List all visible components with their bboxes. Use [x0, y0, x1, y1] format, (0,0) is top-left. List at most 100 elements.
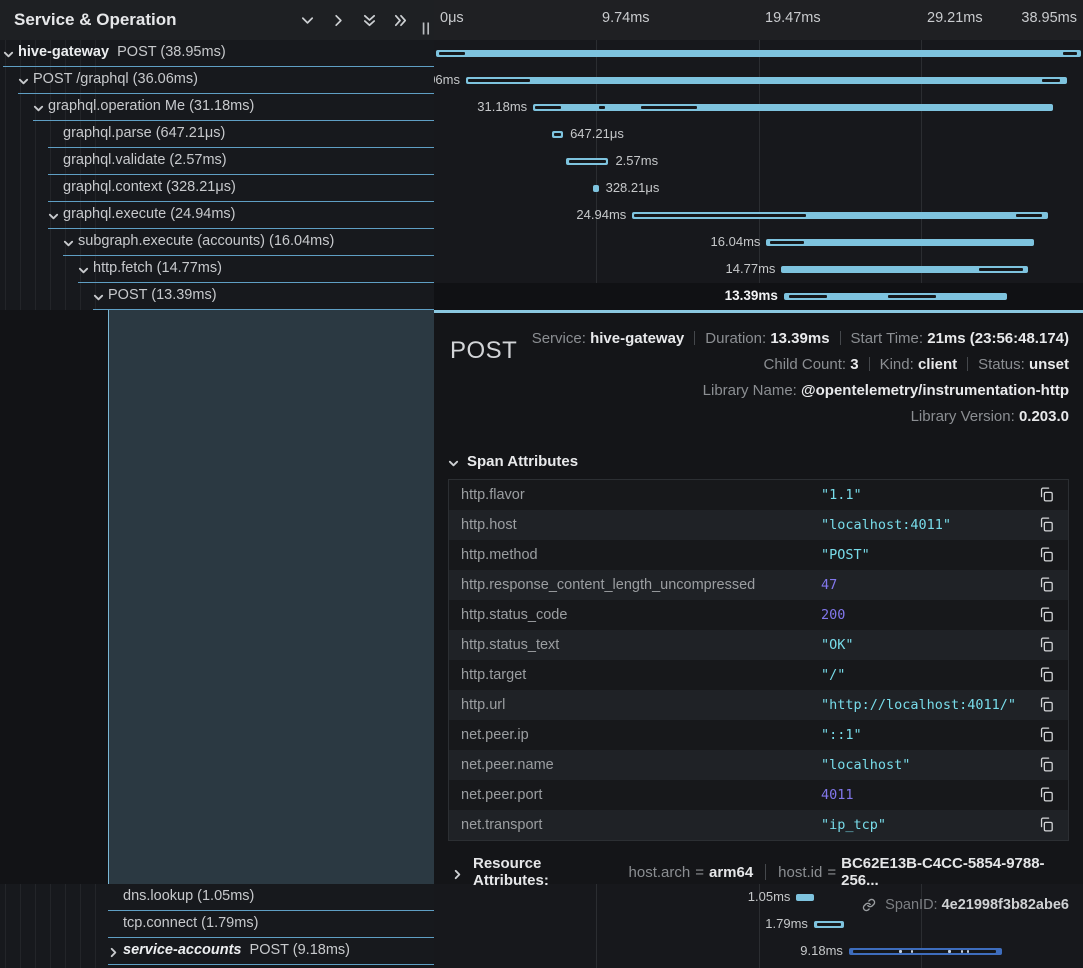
chevron-right-icon[interactable] — [108, 945, 120, 958]
trace-row-graphql.execute[interactable]: graphql.execute (24.94ms) — [0, 202, 434, 229]
trace-row-graphql.parse[interactable]: graphql.parse (647.21μs) — [0, 121, 434, 148]
child-span-marker — [887, 295, 936, 298]
attribute-row: net.peer.ip "::1" — [449, 720, 1068, 750]
span-bar[interactable] — [766, 239, 1034, 246]
span-name: graphql.parse (647.21μs) — [63, 125, 226, 141]
span-bar[interactable] — [781, 266, 1028, 273]
attribute-row: http.method "POST" — [449, 540, 1068, 570]
copy-icon[interactable] — [1038, 576, 1056, 594]
span-bar[interactable] — [593, 185, 599, 192]
ruler-tick: 38.95ms — [1021, 10, 1077, 26]
trace-row-service-accounts-POST[interactable]: service-accounts POST (9.18ms) — [0, 938, 434, 965]
row-separator — [63, 255, 434, 256]
detail-meta-label: Kind: — [879, 356, 918, 373]
trace-row-graphql.operation[interactable]: graphql.operation Me (31.18ms) — [0, 94, 434, 121]
span-bar[interactable] — [796, 894, 814, 901]
span-bar[interactable] — [813, 921, 844, 928]
chevron-down-icon[interactable] — [18, 74, 30, 86]
copy-icon[interactable] — [1038, 606, 1056, 624]
attribute-value: 200 — [821, 607, 846, 623]
copy-icon[interactable] — [1038, 636, 1056, 654]
trace-row-graphql.context[interactable]: graphql.context (328.21μs) — [0, 175, 434, 202]
child-span-marker — [467, 79, 530, 82]
attribute-value: "http://localhost:4011/" — [821, 697, 1017, 713]
row-separator — [18, 93, 434, 94]
row-separator — [48, 174, 434, 175]
double-chevron-right-icon[interactable] — [392, 12, 408, 28]
span-bar-row: 24.94ms — [434, 202, 1083, 229]
chevron-down-icon[interactable] — [3, 47, 15, 59]
trace-row-tcp.connect[interactable]: tcp.connect (1.79ms) — [0, 911, 434, 938]
detail-meta-value: client — [917, 356, 958, 373]
link-icon[interactable] — [862, 898, 876, 916]
attribute-value: 4011 — [821, 787, 854, 803]
copy-icon[interactable] — [1038, 486, 1056, 504]
span-bar-row: 2.57ms — [434, 148, 1083, 175]
child-span-dot — [947, 950, 951, 953]
detail-meta-label: Start Time: — [850, 330, 928, 347]
span-id-row: SpanID: 4e21998f3b82abe6 — [448, 897, 1069, 916]
double-chevron-down-icon[interactable] — [361, 12, 377, 28]
span-bar[interactable] — [552, 131, 564, 138]
span-bar[interactable] — [465, 77, 1067, 84]
ruler-tick: 0μs — [440, 10, 464, 26]
resource-divider — [765, 864, 767, 880]
attribute-row: http.host "localhost:4011" — [449, 510, 1068, 540]
tree-toolbar — [299, 12, 408, 28]
copy-icon[interactable] — [1038, 516, 1056, 534]
span-bar[interactable] — [848, 948, 1002, 955]
span-bar[interactable] — [632, 212, 1048, 219]
span-duration-label: 2.57ms — [615, 153, 659, 168]
resource-attributes-row[interactable]: Resource Attributes: host.arch = arm64 host… — [448, 855, 1069, 889]
attribute-row: http.status_code 200 — [449, 600, 1068, 630]
copy-icon[interactable] — [1038, 726, 1056, 744]
trace-row-graphql.validate[interactable]: graphql.validate (2.57ms) — [0, 148, 434, 175]
span-bar-row: 1.79ms — [434, 911, 1083, 938]
chevron-down-icon[interactable] — [93, 290, 105, 302]
chevron-down-icon[interactable] — [63, 236, 75, 248]
chevron-right-icon[interactable] — [330, 12, 346, 28]
chevron-down-icon[interactable] — [299, 12, 315, 28]
span-bar[interactable] — [435, 50, 1082, 57]
row-separator — [48, 228, 434, 229]
span-bar[interactable] — [565, 158, 609, 165]
detail-meta-label: Child Count: — [763, 356, 851, 373]
attribute-key: http.host — [461, 517, 517, 533]
span-duration-label: 1.79ms — [765, 916, 808, 931]
copy-icon[interactable] — [1038, 696, 1056, 714]
trace-row-dns.lookup[interactable]: dns.lookup (1.05ms) — [0, 884, 434, 911]
copy-icon[interactable] — [1038, 786, 1056, 804]
span-bar[interactable] — [783, 293, 1008, 300]
span-detail-meta: Service: hive-gateway Duration: 13.39ms St… — [448, 329, 1069, 427]
meta-divider — [868, 357, 870, 371]
trace-row-http.fetch[interactable]: http.fetch (14.77ms) — [0, 256, 434, 283]
span-bar[interactable] — [533, 104, 1053, 111]
span-name: http.fetch (14.77ms) — [93, 260, 222, 276]
span-attributes-header[interactable]: Span Attributes — [448, 453, 1069, 470]
copy-icon[interactable] — [1038, 546, 1056, 564]
copy-icon[interactable] — [1038, 756, 1056, 774]
attribute-row: http.url "http://localhost:4011/" — [449, 690, 1068, 720]
row-separator — [48, 147, 434, 148]
copy-icon[interactable] — [1038, 666, 1056, 684]
detail-meta-label: Status: — [978, 356, 1029, 373]
resource-key: host.arch — [628, 863, 691, 881]
copy-icon[interactable] — [1038, 816, 1056, 834]
selected-span-block[interactable] — [108, 310, 434, 884]
chevron-down-icon[interactable] — [78, 263, 90, 275]
trace-row-hive-gateway-POST[interactable]: hive-gateway POST (38.95ms) — [0, 40, 434, 67]
attribute-value: "localhost" — [821, 757, 911, 773]
trace-row-POST[interactable]: POST /graphql (36.06ms) — [0, 67, 434, 94]
span-bar-row: 647.21μs — [434, 121, 1083, 148]
resource-attributes-pairs: host.arch = arm64 host.id = BC62E13B-C4CC-585… — [629, 855, 1069, 889]
chevron-down-icon[interactable] — [33, 101, 45, 113]
column-resize-handle[interactable]: || — [421, 20, 431, 35]
row-separator — [33, 120, 434, 121]
trace-row-POST[interactable]: POST (13.39ms) — [0, 283, 434, 310]
chevron-down-icon[interactable] — [48, 209, 60, 221]
child-span-dot — [966, 950, 969, 953]
trace-row-subgraph.execute[interactable]: subgraph.execute (accounts) (16.04ms) — [0, 229, 434, 256]
meta-divider — [839, 331, 841, 345]
child-span-marker — [634, 214, 807, 217]
